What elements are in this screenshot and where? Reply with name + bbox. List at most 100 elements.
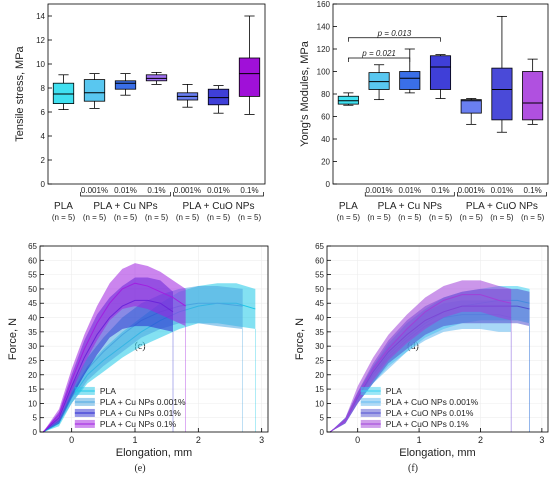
- box-body: [145, 74, 168, 82]
- y-tick-label: 55: [315, 271, 324, 280]
- box-body: [460, 99, 482, 114]
- x-tick-label: 1: [417, 435, 422, 445]
- box-label: 0.001%: [458, 186, 485, 195]
- y-tick-label: 30: [28, 342, 37, 351]
- box-1: [368, 64, 390, 101]
- significance-bracket: [348, 37, 441, 42]
- legend-label: PLA: [386, 386, 402, 396]
- box-body: [83, 79, 106, 102]
- y-tick-label: 5: [320, 414, 325, 423]
- box-body: [491, 67, 513, 121]
- box-0: [52, 74, 75, 110]
- box-3: [429, 54, 452, 99]
- box-body: [399, 71, 421, 90]
- box-body: [337, 95, 359, 105]
- y-tick-label: 20: [28, 371, 37, 380]
- legend-label: PLA + CuO NPs 0.001%: [386, 397, 479, 407]
- box-n-label: (n = 5): [238, 213, 262, 222]
- group-label: PLA + Cu NPs: [378, 201, 442, 212]
- box-body: [368, 72, 390, 90]
- x-tick-label: 0: [355, 435, 360, 445]
- group-bracket: [80, 192, 171, 197]
- box-2: [114, 73, 137, 96]
- caption: (e): [134, 463, 145, 474]
- box-n-label: (n = 5): [114, 213, 138, 222]
- series-band: [43, 263, 186, 432]
- box-label: 0.1%: [524, 186, 542, 195]
- y-tick-label: 60: [315, 256, 324, 265]
- y-tick-label: 45: [28, 299, 37, 308]
- y-tick-label: 14: [36, 12, 45, 21]
- box-n-label: (n = 5): [521, 213, 545, 222]
- box-6: [238, 15, 261, 115]
- y-tick-label: 5: [33, 414, 38, 423]
- box-n-label: (n = 5): [398, 213, 422, 222]
- y-tick-label: 80: [321, 90, 330, 99]
- box-label: 0.1%: [431, 186, 449, 195]
- box-label: 0.001%: [174, 186, 201, 195]
- y-tick-label: 55: [28, 271, 37, 280]
- y-tick-label: 140: [317, 23, 331, 32]
- box-label: 0.01%: [398, 186, 421, 195]
- y-tick-label: 40: [315, 314, 324, 323]
- box-n-label: (n = 5): [367, 213, 391, 222]
- significance-bracket: [348, 57, 411, 62]
- y-axis-label: Yong's Modules, MPa: [299, 40, 311, 147]
- box-n-label: (n = 5): [207, 213, 231, 222]
- x-tick-label: 0: [69, 435, 74, 445]
- plot-frame: [47, 3, 266, 185]
- box-n-label: (n = 5): [429, 213, 453, 222]
- y-tick-label: 15: [28, 385, 37, 394]
- box-5: [207, 85, 230, 114]
- chart-c: 0 2 4 6 8 10 12 14 Tensile stress, MPa 0.001% (n =…: [14, 3, 266, 352]
- y-tick-label: 60: [28, 256, 37, 265]
- series-line: [42, 282, 186, 433]
- box-label: 0.01%: [207, 186, 230, 195]
- box-4: [176, 84, 199, 108]
- chart-e: 0 5 10 15 20 25 30 35 40 45 50 55 60 65 0 1 2 3 Elongation…: [7, 242, 269, 474]
- box-body: [522, 71, 544, 121]
- box-body: [207, 88, 230, 106]
- y-tick-label: 35: [28, 328, 37, 337]
- x-tick-label: 2: [478, 435, 483, 445]
- box-n-label: (n = 5): [490, 213, 514, 222]
- y-tick-label: 10: [315, 399, 324, 408]
- box-n-label: (n = 5): [176, 213, 200, 222]
- y-tick-label: 35: [315, 328, 324, 337]
- y-tick-label: 12: [36, 36, 45, 45]
- y-tick-label: 0: [326, 180, 331, 189]
- significance-label: p = 0.021: [361, 49, 396, 58]
- group-bracket: [173, 192, 264, 197]
- series-band: [43, 286, 243, 432]
- y-tick-label: 15: [315, 385, 324, 394]
- box-body: [114, 80, 137, 90]
- series-line: [329, 294, 512, 433]
- group-label: PLA + CuO NPs: [466, 201, 538, 212]
- y-axis-label: Tensile stress, MPa: [14, 45, 26, 141]
- group-bracket: [457, 192, 547, 197]
- y-tick-label: 2: [41, 156, 46, 165]
- series-3: [42, 263, 186, 433]
- chart-f: 0 5 10 15 20 25 30 35 40 45 50 55 60 65 0 1 2 3 Elongation…: [294, 242, 549, 474]
- series-3: [329, 280, 512, 433]
- box-n-label: (n = 5): [460, 213, 484, 222]
- box-label: 0.01%: [491, 186, 514, 195]
- group-label: PLA: [54, 201, 73, 212]
- y-tick-label: 120: [317, 45, 331, 54]
- x-axis-label: Elongation, mm: [399, 447, 475, 459]
- box-5: [491, 15, 513, 133]
- box-0: [337, 92, 359, 106]
- x-tick-label: 3: [539, 435, 544, 445]
- y-tick-label: 60: [321, 113, 330, 122]
- box-6: [522, 58, 544, 125]
- y-tick-label: 20: [315, 371, 324, 380]
- box-body: [429, 55, 452, 90]
- group-bracket: [364, 192, 455, 197]
- y-tick-label: 10: [36, 60, 45, 69]
- group-label: PLA + CuO NPs: [183, 201, 255, 212]
- box-1: [83, 73, 106, 109]
- box-label: 0.001%: [81, 186, 108, 195]
